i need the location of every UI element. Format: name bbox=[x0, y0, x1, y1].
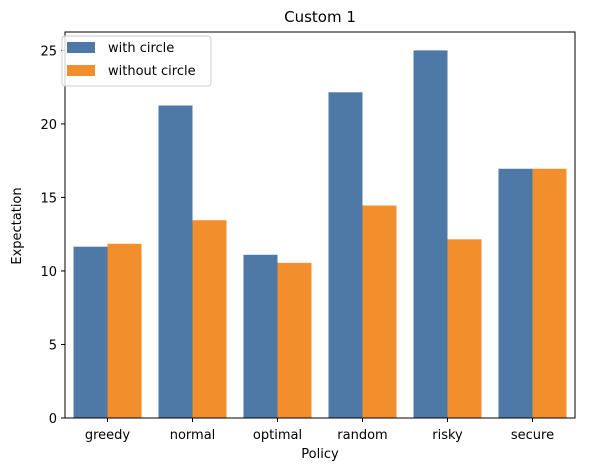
x-tick-label-optimal: optimal bbox=[253, 428, 302, 443]
bar-optimal-with-circle bbox=[243, 254, 278, 418]
bar-random-without-circle bbox=[362, 205, 397, 418]
y-tick-label-0: 0 bbox=[49, 412, 57, 427]
y-axis-label: Expectation bbox=[10, 187, 25, 264]
y-axis-ticks: 0 5 10 15 20 25 bbox=[40, 44, 65, 427]
bar-normal-with-circle bbox=[158, 105, 193, 419]
x-axis-label: Policy bbox=[301, 447, 339, 462]
legend-swatch-with-circle bbox=[67, 42, 95, 53]
bar-greedy-with-circle bbox=[73, 246, 108, 418]
bar-random-with-circle bbox=[328, 92, 363, 418]
y-tick-label-15: 15 bbox=[40, 191, 57, 206]
x-axis-ticks: greedy normal optimal random risky secure bbox=[85, 418, 554, 443]
legend-swatch-without-circle bbox=[67, 65, 95, 76]
y-tick-label-5: 5 bbox=[49, 338, 57, 353]
x-tick-label-normal: normal bbox=[170, 428, 216, 443]
y-tick-label-25: 25 bbox=[40, 44, 57, 59]
y-tick-label-20: 20 bbox=[40, 118, 57, 133]
legend-label-with-circle: with circle bbox=[108, 41, 174, 56]
bar-normal-without-circle bbox=[192, 220, 227, 418]
x-tick-label-random: random bbox=[337, 428, 387, 443]
bar-greedy-without-circle bbox=[107, 243, 142, 418]
bars-group bbox=[73, 50, 567, 419]
bar-optimal-without-circle bbox=[277, 262, 312, 418]
bar-risky-with-circle bbox=[413, 50, 448, 418]
legend: with circle without circle bbox=[61, 35, 212, 87]
bar-risky-without-circle bbox=[447, 239, 482, 418]
y-tick-label-10: 10 bbox=[40, 265, 57, 280]
x-tick-label-secure: secure bbox=[511, 428, 554, 443]
bar-secure-with-circle bbox=[498, 168, 533, 418]
legend-box bbox=[61, 35, 212, 87]
plot-frame bbox=[64, 31, 576, 419]
x-tick-label-risky: risky bbox=[432, 428, 463, 443]
bar-secure-without-circle bbox=[532, 168, 567, 418]
x-tick-label-greedy: greedy bbox=[85, 428, 131, 443]
chart-title: Custom 1 bbox=[284, 8, 356, 26]
legend-label-without-circle: without circle bbox=[108, 64, 196, 79]
